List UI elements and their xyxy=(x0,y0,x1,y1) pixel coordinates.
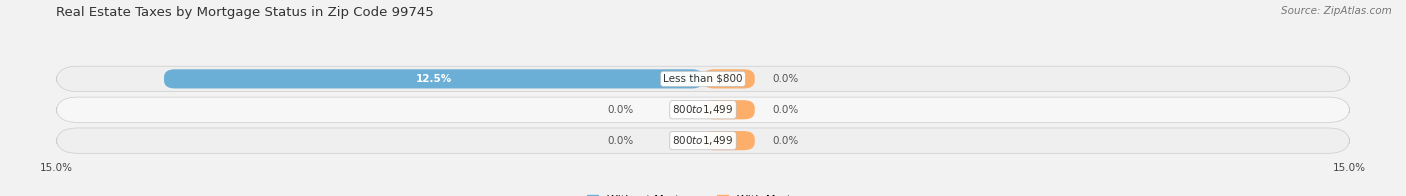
Text: 0.0%: 0.0% xyxy=(772,136,799,146)
FancyBboxPatch shape xyxy=(56,66,1350,92)
Text: 0.0%: 0.0% xyxy=(772,74,799,84)
FancyBboxPatch shape xyxy=(56,97,1350,122)
Text: 0.0%: 0.0% xyxy=(607,136,634,146)
Text: Less than $800: Less than $800 xyxy=(664,74,742,84)
Text: 0.0%: 0.0% xyxy=(607,105,634,115)
FancyBboxPatch shape xyxy=(703,100,755,119)
FancyBboxPatch shape xyxy=(703,69,755,88)
Text: $800 to $1,499: $800 to $1,499 xyxy=(672,103,734,116)
FancyBboxPatch shape xyxy=(703,131,755,150)
Text: Source: ZipAtlas.com: Source: ZipAtlas.com xyxy=(1281,6,1392,16)
Text: $800 to $1,499: $800 to $1,499 xyxy=(672,134,734,147)
FancyBboxPatch shape xyxy=(56,128,1350,153)
Legend: Without Mortgage, With Mortgage: Without Mortgage, With Mortgage xyxy=(588,195,818,196)
Text: Real Estate Taxes by Mortgage Status in Zip Code 99745: Real Estate Taxes by Mortgage Status in … xyxy=(56,6,434,19)
Text: 12.5%: 12.5% xyxy=(415,74,451,84)
Text: 0.0%: 0.0% xyxy=(772,105,799,115)
FancyBboxPatch shape xyxy=(165,69,703,88)
